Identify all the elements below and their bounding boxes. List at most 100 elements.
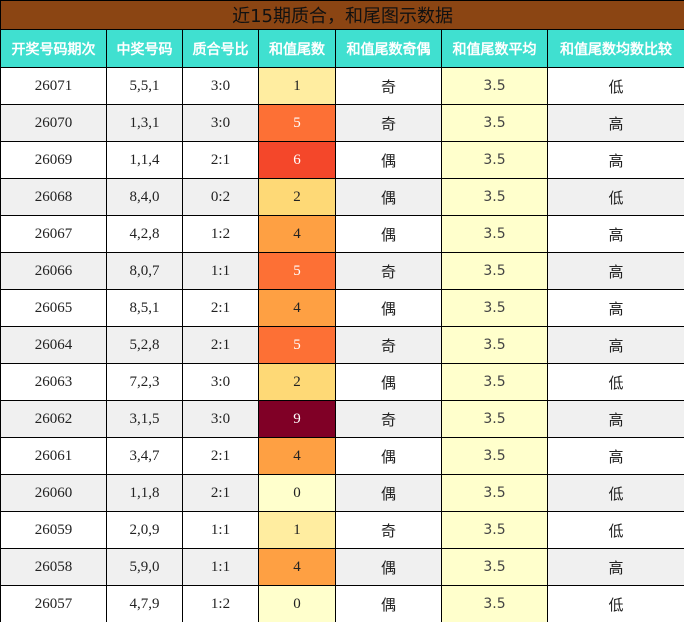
column-header-numbers: 中奖号码 [106,29,183,68]
cell-prime-composite-ratio: 3:0 [182,363,259,401]
table-row: 26058 5,9,0 1:1 4 偶 3.5 高 [0,548,684,586]
cell-tail-comparison: 高 [546,437,684,475]
cell-sum-tail: 5 [258,326,336,364]
column-header-tail-average: 和值尾数平均 [441,29,548,68]
cell-tail-parity: 偶 [335,215,442,253]
cell-sum-tail: 1 [258,511,336,549]
cell-period: 26062 [0,400,107,438]
table-row: 26064 5,2,8 2:1 5 奇 3.5 高 [0,326,684,364]
cell-prime-composite-ratio: 1:1 [182,548,259,586]
cell-prime-composite-ratio: 2:1 [182,437,259,475]
cell-period: 26057 [0,585,107,622]
cell-tail-comparison: 高 [546,215,684,253]
cell-numbers: 1,1,4 [106,141,183,179]
table-row: 26070 1,3,1 3:0 5 奇 3.5 高 [0,104,684,142]
cell-tail-comparison: 低 [546,67,684,105]
cell-tail-average: 3.5 [441,548,548,586]
table-title: 近15期质合，和尾图示数据 [0,0,684,30]
cell-tail-parity: 奇 [335,326,442,364]
column-header-prime-composite-ratio: 质合号比 [182,29,259,68]
table-row: 26059 2,0,9 1:1 1 奇 3.5 低 [0,511,684,549]
cell-tail-comparison: 低 [546,511,684,549]
cell-tail-average: 3.5 [441,585,548,622]
cell-numbers: 2,0,9 [106,511,183,549]
cell-tail-average: 3.5 [441,400,548,438]
table-row: 26062 3,1,5 3:0 9 奇 3.5 高 [0,400,684,438]
cell-tail-average: 3.5 [441,511,548,549]
cell-sum-tail: 4 [258,289,336,327]
table-row: 26066 8,0,7 1:1 5 奇 3.5 高 [0,252,684,290]
cell-period: 26067 [0,215,107,253]
cell-prime-composite-ratio: 1:2 [182,585,259,622]
cell-tail-average: 3.5 [441,141,548,179]
cell-tail-parity: 奇 [335,511,442,549]
cell-period: 26069 [0,141,107,179]
cell-numbers: 3,4,7 [106,437,183,475]
cell-tail-parity: 奇 [335,67,442,105]
cell-tail-average: 3.5 [441,437,548,475]
cell-tail-average: 3.5 [441,252,548,290]
column-header-period: 开奖号码期次 [0,29,107,68]
cell-tail-average: 3.5 [441,104,548,142]
cell-tail-parity: 偶 [335,548,442,586]
cell-sum-tail: 4 [258,215,336,253]
cell-tail-parity: 偶 [335,437,442,475]
column-header-sum-tail: 和值尾数 [258,29,336,68]
cell-tail-parity: 奇 [335,252,442,290]
cell-tail-average: 3.5 [441,289,548,327]
cell-numbers: 7,2,3 [106,363,183,401]
cell-tail-average: 3.5 [441,363,548,401]
cell-prime-composite-ratio: 1:2 [182,215,259,253]
cell-sum-tail: 5 [258,104,336,142]
cell-sum-tail: 5 [258,252,336,290]
table-row: 26069 1,1,4 2:1 6 偶 3.5 高 [0,141,684,179]
table-row: 26060 1,1,8 2:1 0 偶 3.5 低 [0,474,684,512]
cell-tail-parity: 奇 [335,104,442,142]
cell-prime-composite-ratio: 2:1 [182,474,259,512]
column-header-tail-comparison: 和值尾数均数比较 [546,29,684,68]
cell-tail-comparison: 高 [546,141,684,179]
cell-sum-tail: 4 [258,437,336,475]
cell-prime-composite-ratio: 3:0 [182,67,259,105]
cell-tail-parity: 偶 [335,141,442,179]
cell-period: 26063 [0,363,107,401]
cell-numbers: 4,7,9 [106,585,183,622]
cell-prime-composite-ratio: 2:1 [182,326,259,364]
cell-sum-tail: 2 [258,178,336,216]
cell-tail-average: 3.5 [441,215,548,253]
cell-tail-parity: 偶 [335,289,442,327]
cell-tail-parity: 偶 [335,474,442,512]
table-row: 26068 8,4,0 0:2 2 偶 3.5 低 [0,178,684,216]
cell-tail-average: 3.5 [441,326,548,364]
column-header-tail-parity: 和值尾数奇偶 [335,29,442,68]
cell-tail-comparison: 低 [546,585,684,622]
cell-prime-composite-ratio: 3:0 [182,104,259,142]
table-row: 26057 4,7,9 1:2 0 偶 3.5 低 [0,585,684,622]
table-row: 26063 7,2,3 3:0 2 偶 3.5 低 [0,363,684,401]
cell-numbers: 1,3,1 [106,104,183,142]
cell-tail-comparison: 高 [546,104,684,142]
cell-tail-comparison: 高 [546,400,684,438]
cell-period: 26059 [0,511,107,549]
cell-prime-composite-ratio: 1:1 [182,511,259,549]
cell-numbers: 8,5,1 [106,289,183,327]
cell-numbers: 1,1,8 [106,474,183,512]
table-row: 26065 8,5,1 2:1 4 偶 3.5 高 [0,289,684,327]
cell-period: 26061 [0,437,107,475]
table-row: 26071 5,5,1 3:0 1 奇 3.5 低 [0,67,684,105]
cell-numbers: 3,1,5 [106,400,183,438]
cell-period: 26066 [0,252,107,290]
cell-tail-comparison: 高 [546,326,684,364]
cell-period: 26065 [0,289,107,327]
table-row: 26061 3,4,7 2:1 4 偶 3.5 高 [0,437,684,475]
table-row: 26067 4,2,8 1:2 4 偶 3.5 高 [0,215,684,253]
cell-tail-comparison: 低 [546,178,684,216]
cell-period: 26060 [0,474,107,512]
cell-tail-comparison: 低 [546,474,684,512]
cell-prime-composite-ratio: 0:2 [182,178,259,216]
cell-numbers: 5,5,1 [106,67,183,105]
cell-period: 26058 [0,548,107,586]
cell-tail-average: 3.5 [441,178,548,216]
